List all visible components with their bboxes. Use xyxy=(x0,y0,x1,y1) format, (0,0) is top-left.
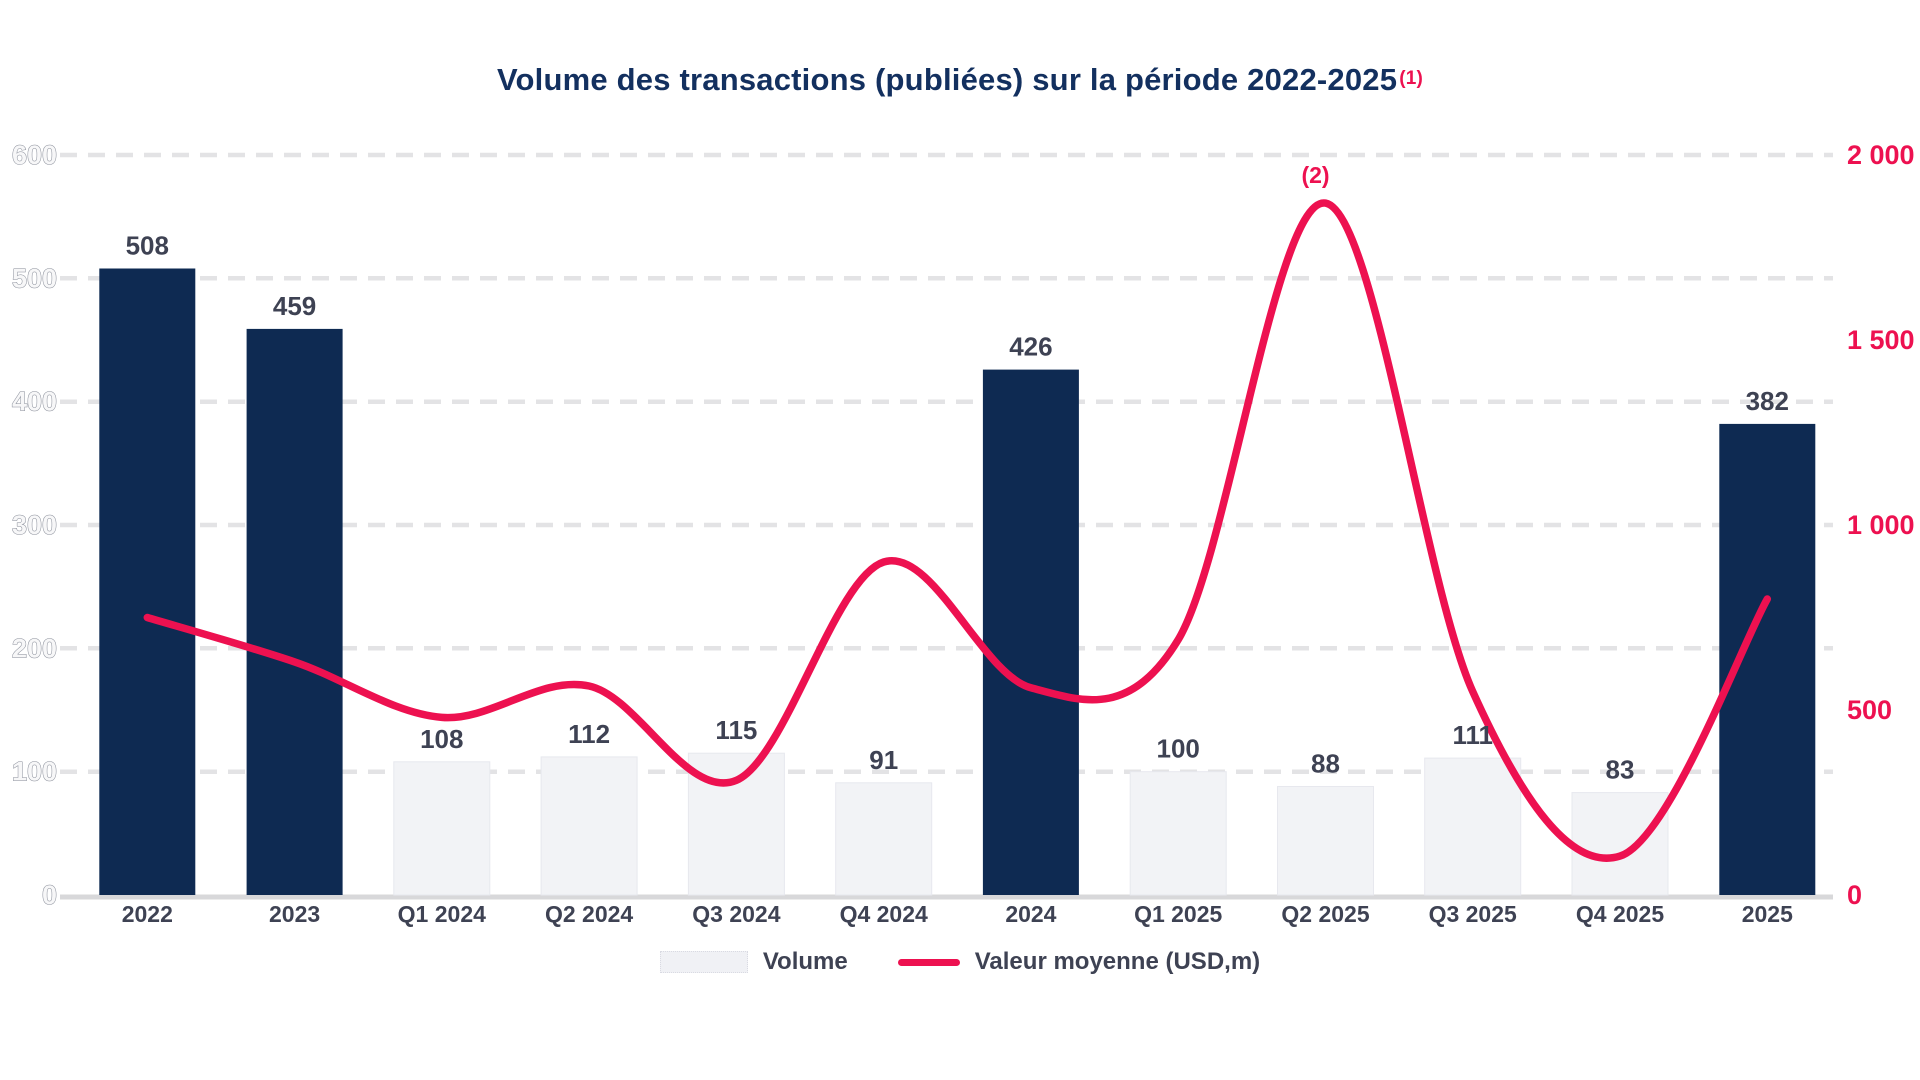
x-axis-label-2024: 2024 xyxy=(1005,901,1056,927)
bar-q4-2025[interactable] xyxy=(1571,792,1669,896)
x-axis-label-q3-2024: Q3 2024 xyxy=(692,901,780,927)
bar-q1-2025[interactable] xyxy=(1129,771,1227,896)
left-axis-tick-label: 400 xyxy=(12,387,57,417)
left-axis-tick-label: 200 xyxy=(12,633,57,663)
chart-title-text: Volume des transactions (publiées) sur l… xyxy=(496,62,1398,97)
legend-item-average-value[interactable]: Valeur moyenne (USD,m) xyxy=(897,948,1261,976)
bar-q4-2024[interactable] xyxy=(835,782,933,896)
gridlines-group xyxy=(60,152,1833,900)
left-axis-tick-label: 500 xyxy=(12,263,57,293)
value-line-group xyxy=(143,199,1772,862)
left-axis-tick-label: 0 xyxy=(42,880,57,910)
x-axis-label-q1-2024: Q1 2024 xyxy=(398,901,486,927)
bar-value-label: 382 xyxy=(1746,386,1789,416)
bar-value-label: 112 xyxy=(568,719,610,749)
legend-item-volume[interactable]: Volume xyxy=(659,948,848,976)
bar-value-label: 83 xyxy=(1606,755,1635,785)
peak-annotation: (2) xyxy=(1301,162,1329,188)
left-axis-tick-label: 100 xyxy=(12,757,57,787)
x-axis-label-2025: 2025 xyxy=(1742,901,1793,927)
right-axis-tick-label: 0 xyxy=(1847,880,1862,910)
bar-q1-2024[interactable] xyxy=(393,761,491,896)
x-axis-label-q3-2025: Q3 2025 xyxy=(1429,901,1517,927)
bar-value-label: 426 xyxy=(1009,332,1052,362)
x-axis-label-q2-2024: Q2 2024 xyxy=(545,901,633,927)
bars-group xyxy=(99,268,1816,896)
left-axis-tick-label: 300 xyxy=(12,510,57,540)
x-axis-label-q4-2024: Q4 2024 xyxy=(840,901,928,927)
bar-2025[interactable] xyxy=(1719,423,1816,895)
bar-value-label: 108 xyxy=(420,724,463,754)
right-axis-tick-label: 2 000 xyxy=(1847,140,1915,170)
average-value-line[interactable] xyxy=(143,199,1772,862)
bar-2023[interactable] xyxy=(246,328,343,895)
bar-value-label: 508 xyxy=(126,231,169,261)
right-axis-tick-label: 1 500 xyxy=(1847,325,1915,355)
bar-value-label: 88 xyxy=(1311,749,1340,779)
x-axis-label-q2-2025: Q2 2025 xyxy=(1281,901,1369,927)
bar-value-label: 91 xyxy=(869,745,898,775)
legend: Volume Valeur moyenne (USD,m) xyxy=(0,948,1920,976)
right-axis-tick-label: 1 000 xyxy=(1847,510,1915,540)
left-axis-tick-label: 600 xyxy=(12,140,57,170)
average-value-legend-label: Valeur moyenne (USD,m) xyxy=(974,948,1261,975)
right-axis-tick-label: 500 xyxy=(1847,695,1892,725)
bar-q2-2025[interactable] xyxy=(1277,786,1374,896)
bar-value-label: 459 xyxy=(273,291,316,321)
bar-q3-2025[interactable] xyxy=(1424,757,1522,896)
labels-group: 508 459 108 112 115 91 426 100 88 111 83 382 2022 202… xyxy=(11,140,1915,928)
volume-legend-label: Volume xyxy=(762,948,848,975)
x-axis-label-q4-2025: Q4 2025 xyxy=(1576,901,1664,927)
bar-2024[interactable] xyxy=(982,369,1079,896)
bar-2022[interactable] xyxy=(99,268,196,896)
x-axis-label-q1-2025: Q1 2025 xyxy=(1134,901,1222,927)
x-axis-label-2023: 2023 xyxy=(269,901,320,927)
bar-value-label: 100 xyxy=(1157,734,1200,764)
volume-swatch xyxy=(659,951,748,973)
chart-title-footnote-marker: (1) xyxy=(1399,68,1424,89)
bar-q2-2024[interactable] xyxy=(540,756,638,896)
chart-title: Volume des transactions (publiées) sur l… xyxy=(0,62,1920,98)
bar-value-label: 115 xyxy=(715,715,757,745)
average-value-line-swatch xyxy=(897,958,960,966)
x-axis-label-2022: 2022 xyxy=(122,901,173,927)
bar-value-label: 111 xyxy=(1452,720,1493,750)
